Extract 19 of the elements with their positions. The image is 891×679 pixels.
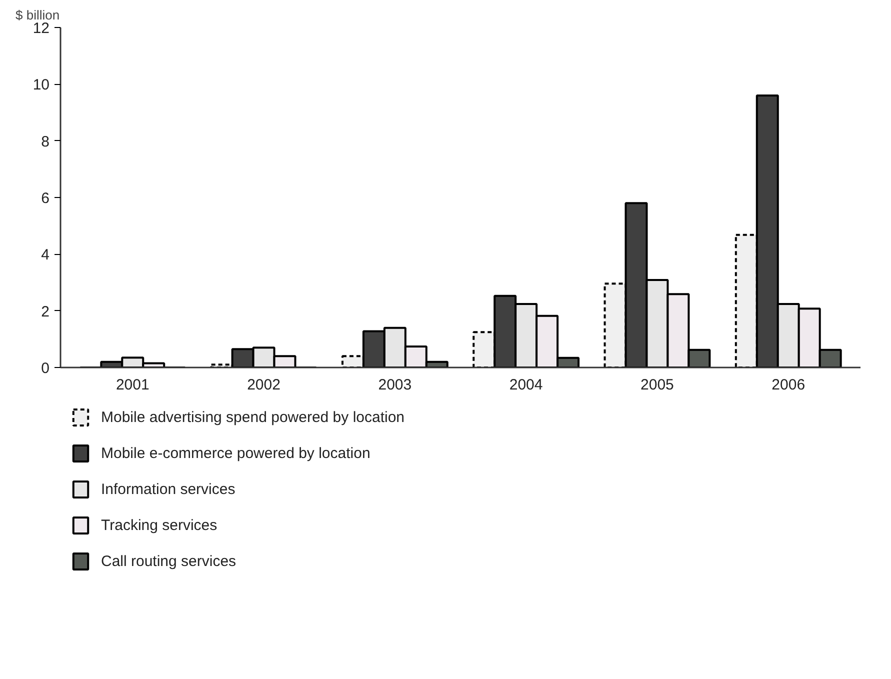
y-tick-label: 0 [41,360,50,377]
x-tick-label: 2005 [640,376,674,394]
x-tick-label: 2001 [116,376,150,394]
y-axis-title: $ billion [16,8,60,22]
legend-label: Tracking services [101,517,218,534]
y-tick-label: 8 [41,133,50,150]
x-tick-label: 2006 [772,376,806,394]
x-tick-label: 2002 [247,376,280,394]
y-tick-label: 10 [32,76,50,94]
y-tick-label: 12 [32,20,50,37]
legend-label: Call routing services [101,553,236,570]
legend-label: Mobile e-commerce powered by location [101,445,370,462]
y-tick-label: 6 [41,190,50,207]
x-tick-label: 2004 [509,376,543,394]
legend-label: Information services [101,481,236,498]
y-tick-label: 2 [41,303,50,320]
y-tick-label: 4 [41,246,50,264]
x-tick-label: 2003 [378,376,412,394]
legend-label: Mobile advertising spend powered by location [101,409,405,426]
